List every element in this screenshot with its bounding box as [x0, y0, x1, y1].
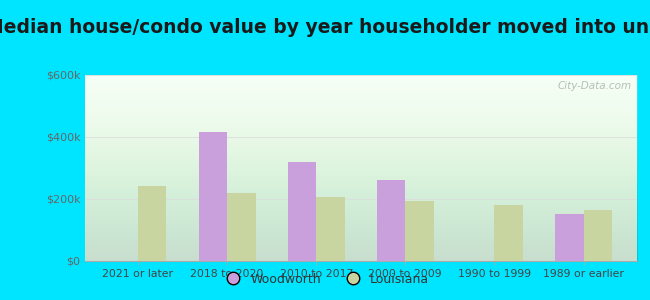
Bar [406, 201, 434, 261]
Bar [555, 214, 584, 261]
Legend: Woodworth, Louisiana: Woodworth, Louisiana [216, 268, 434, 291]
Bar [198, 132, 227, 261]
Bar [316, 197, 344, 261]
Bar [495, 205, 523, 261]
Text: Median house/condo value by year householder moved into unit: Median house/condo value by year househo… [0, 18, 650, 37]
Text: City-Data.com: City-Data.com [557, 81, 632, 91]
Bar [288, 162, 316, 261]
Bar [138, 186, 166, 261]
Bar [377, 180, 406, 261]
Bar [227, 194, 255, 261]
Bar [584, 211, 612, 261]
